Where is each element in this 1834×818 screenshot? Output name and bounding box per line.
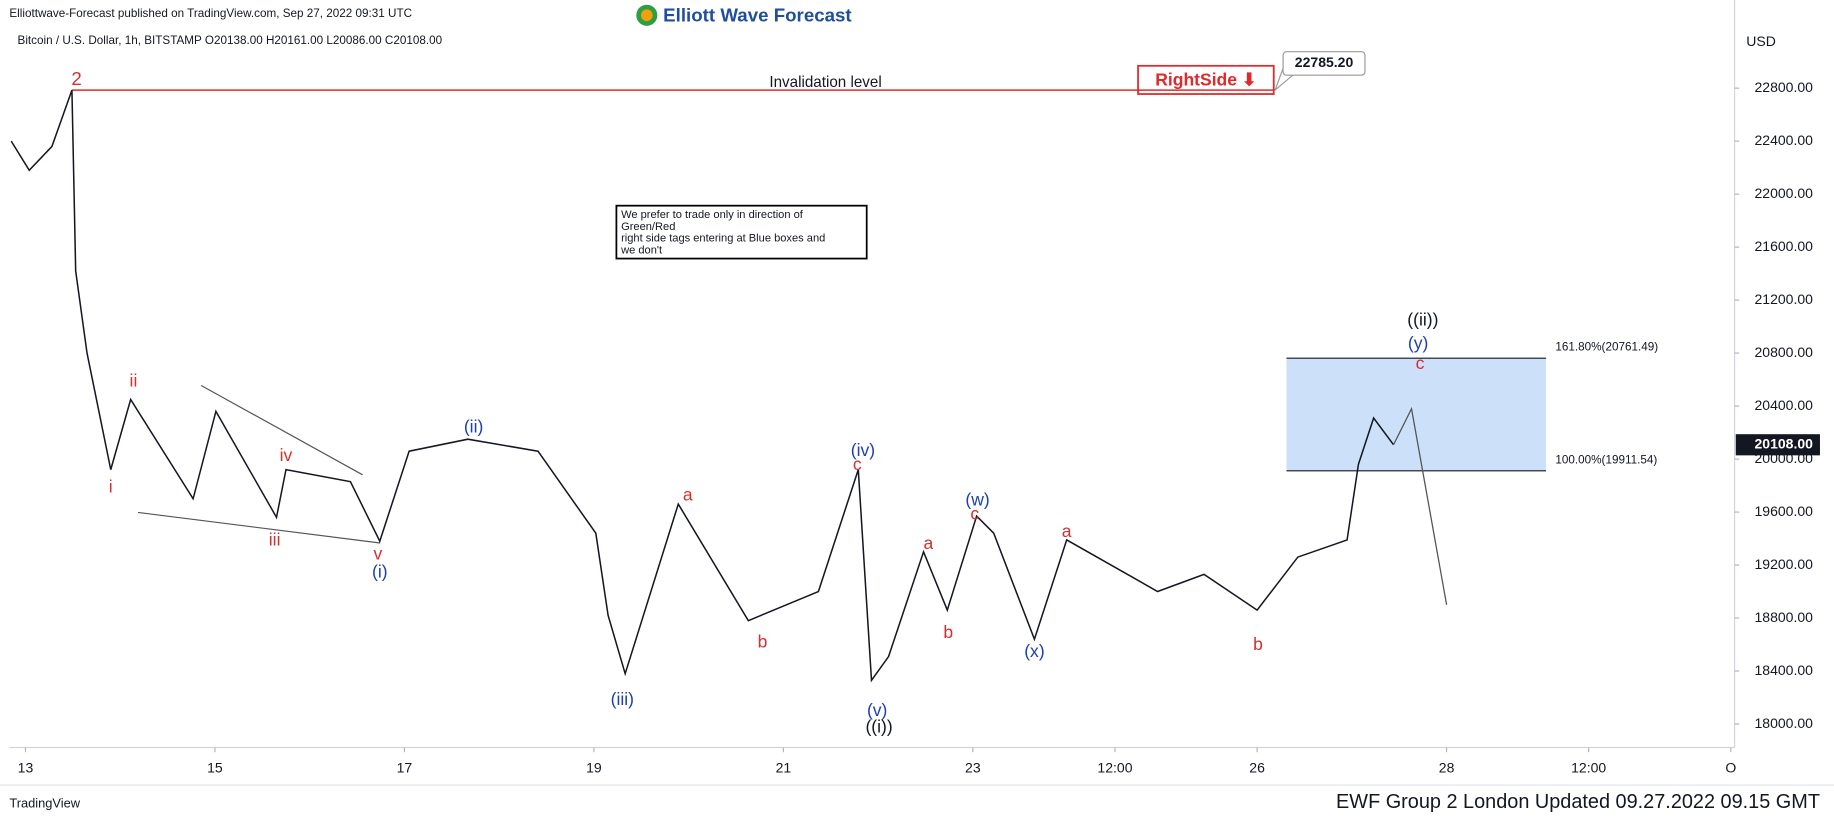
y-tick-label: 19200.00 [1754,556,1813,572]
x-tick-label: 21 [776,759,792,775]
note-line: We prefer to trade only in direction of [621,209,804,221]
x-tick-label: 12:00 [1097,759,1132,775]
x-tick-label: 28 [1439,759,1455,775]
x-tick-label: 13 [18,759,34,775]
y-tick-label: 18400.00 [1754,662,1813,678]
y-tick-label: 20800.00 [1754,344,1813,360]
footer-brand: TradingView [9,795,80,810]
wave-label: 2 [71,68,81,89]
fib-box [1286,358,1547,471]
note-line: we don't [620,244,663,256]
note-line: Green/Red [621,221,675,233]
wave-label: b [758,632,768,652]
logo: Elliott Wave Forecast [636,4,852,26]
logo-icon-core [640,9,653,22]
last-price-label: 20108.00 [1754,435,1813,451]
note-line: right side tags entering at Blue boxes a… [621,233,825,245]
wave-label: (i) [372,561,388,581]
price-line [10,89,1395,683]
x-tick-label: 23 [965,759,981,775]
x-tick-label: 17 [397,759,413,775]
rightside-frame [1137,64,1275,95]
y-tick-label: 19600.00 [1754,503,1813,519]
wave-label: c [1416,353,1425,373]
wave-label: ((i)) [865,716,892,736]
y-tick-label: 18800.00 [1754,609,1813,625]
wave-label: (v) [867,700,887,720]
y-tick-label: 22400.00 [1754,132,1813,148]
x-tick-label: O [1725,759,1736,775]
x-tick-label: 26 [1249,759,1265,775]
wedge-line [137,511,381,544]
wave-label: ((ii)) [1407,310,1438,330]
x-tick-label: 15 [207,759,223,775]
y-tick-label: 22800.00 [1754,79,1813,95]
wave-label: b [1253,634,1263,654]
wave-label: ii [130,371,138,391]
price-line [1392,406,1448,605]
rightside-text: RightSide ⬇ [1155,70,1256,90]
wave-label: (iii) [611,689,634,709]
wave-label: iv [280,445,293,465]
wave-label: (w) [965,490,989,510]
x-tick-label: 19 [586,759,602,775]
invalidation-text: Invalidation level [769,74,881,91]
chart-title: Bitcoin / U.S. Dollar, 1h, BITSTAMP O201… [18,34,443,47]
y-tick-label: 22000.00 [1754,185,1813,201]
y-tick-label: 21600.00 [1754,238,1813,254]
wave-label: i [109,476,113,496]
wave-label: (ii) [464,417,483,437]
wave-label: a [1062,521,1072,541]
wave-label: b [943,622,953,642]
x-tick-label: 12:00 [1571,759,1606,775]
note-frame [615,204,868,260]
wedge-line [200,384,363,476]
wave-label: c [970,504,979,524]
last-price-tag [1735,434,1820,456]
wave-label: (x) [1024,641,1044,661]
callout-label: 22785.20 [1295,54,1354,70]
fib-label: 161.80%(20761.49) [1555,341,1658,354]
wave-label: a [683,485,693,505]
wave-label: (y) [1408,333,1428,353]
logo-text: Elliott Wave Forecast [663,4,852,25]
published-line: Elliottwave-Forecast published on Tradin… [9,7,412,20]
callout-frame [1282,51,1366,76]
y-tick-label: 21200.00 [1754,291,1813,307]
footer-updated: EWF Group 2 London Updated 09.27.2022 09… [1336,791,1820,813]
wave-label: v [374,543,383,563]
wave-label: iii [269,530,281,550]
note-box: We prefer to trade only in direction ofG… [615,204,868,260]
rightside-tag: RightSide ⬇ [1137,64,1275,95]
y-unit: USD [1746,33,1776,49]
y-tick-label: 20400.00 [1754,397,1813,413]
wave-label: a [923,533,933,553]
fib-label: 100.00%(19911.54) [1555,453,1657,466]
wave-label: (iv) [851,440,875,460]
y-tick-label: 18000.00 [1754,715,1813,731]
wave-label: c [853,454,862,474]
